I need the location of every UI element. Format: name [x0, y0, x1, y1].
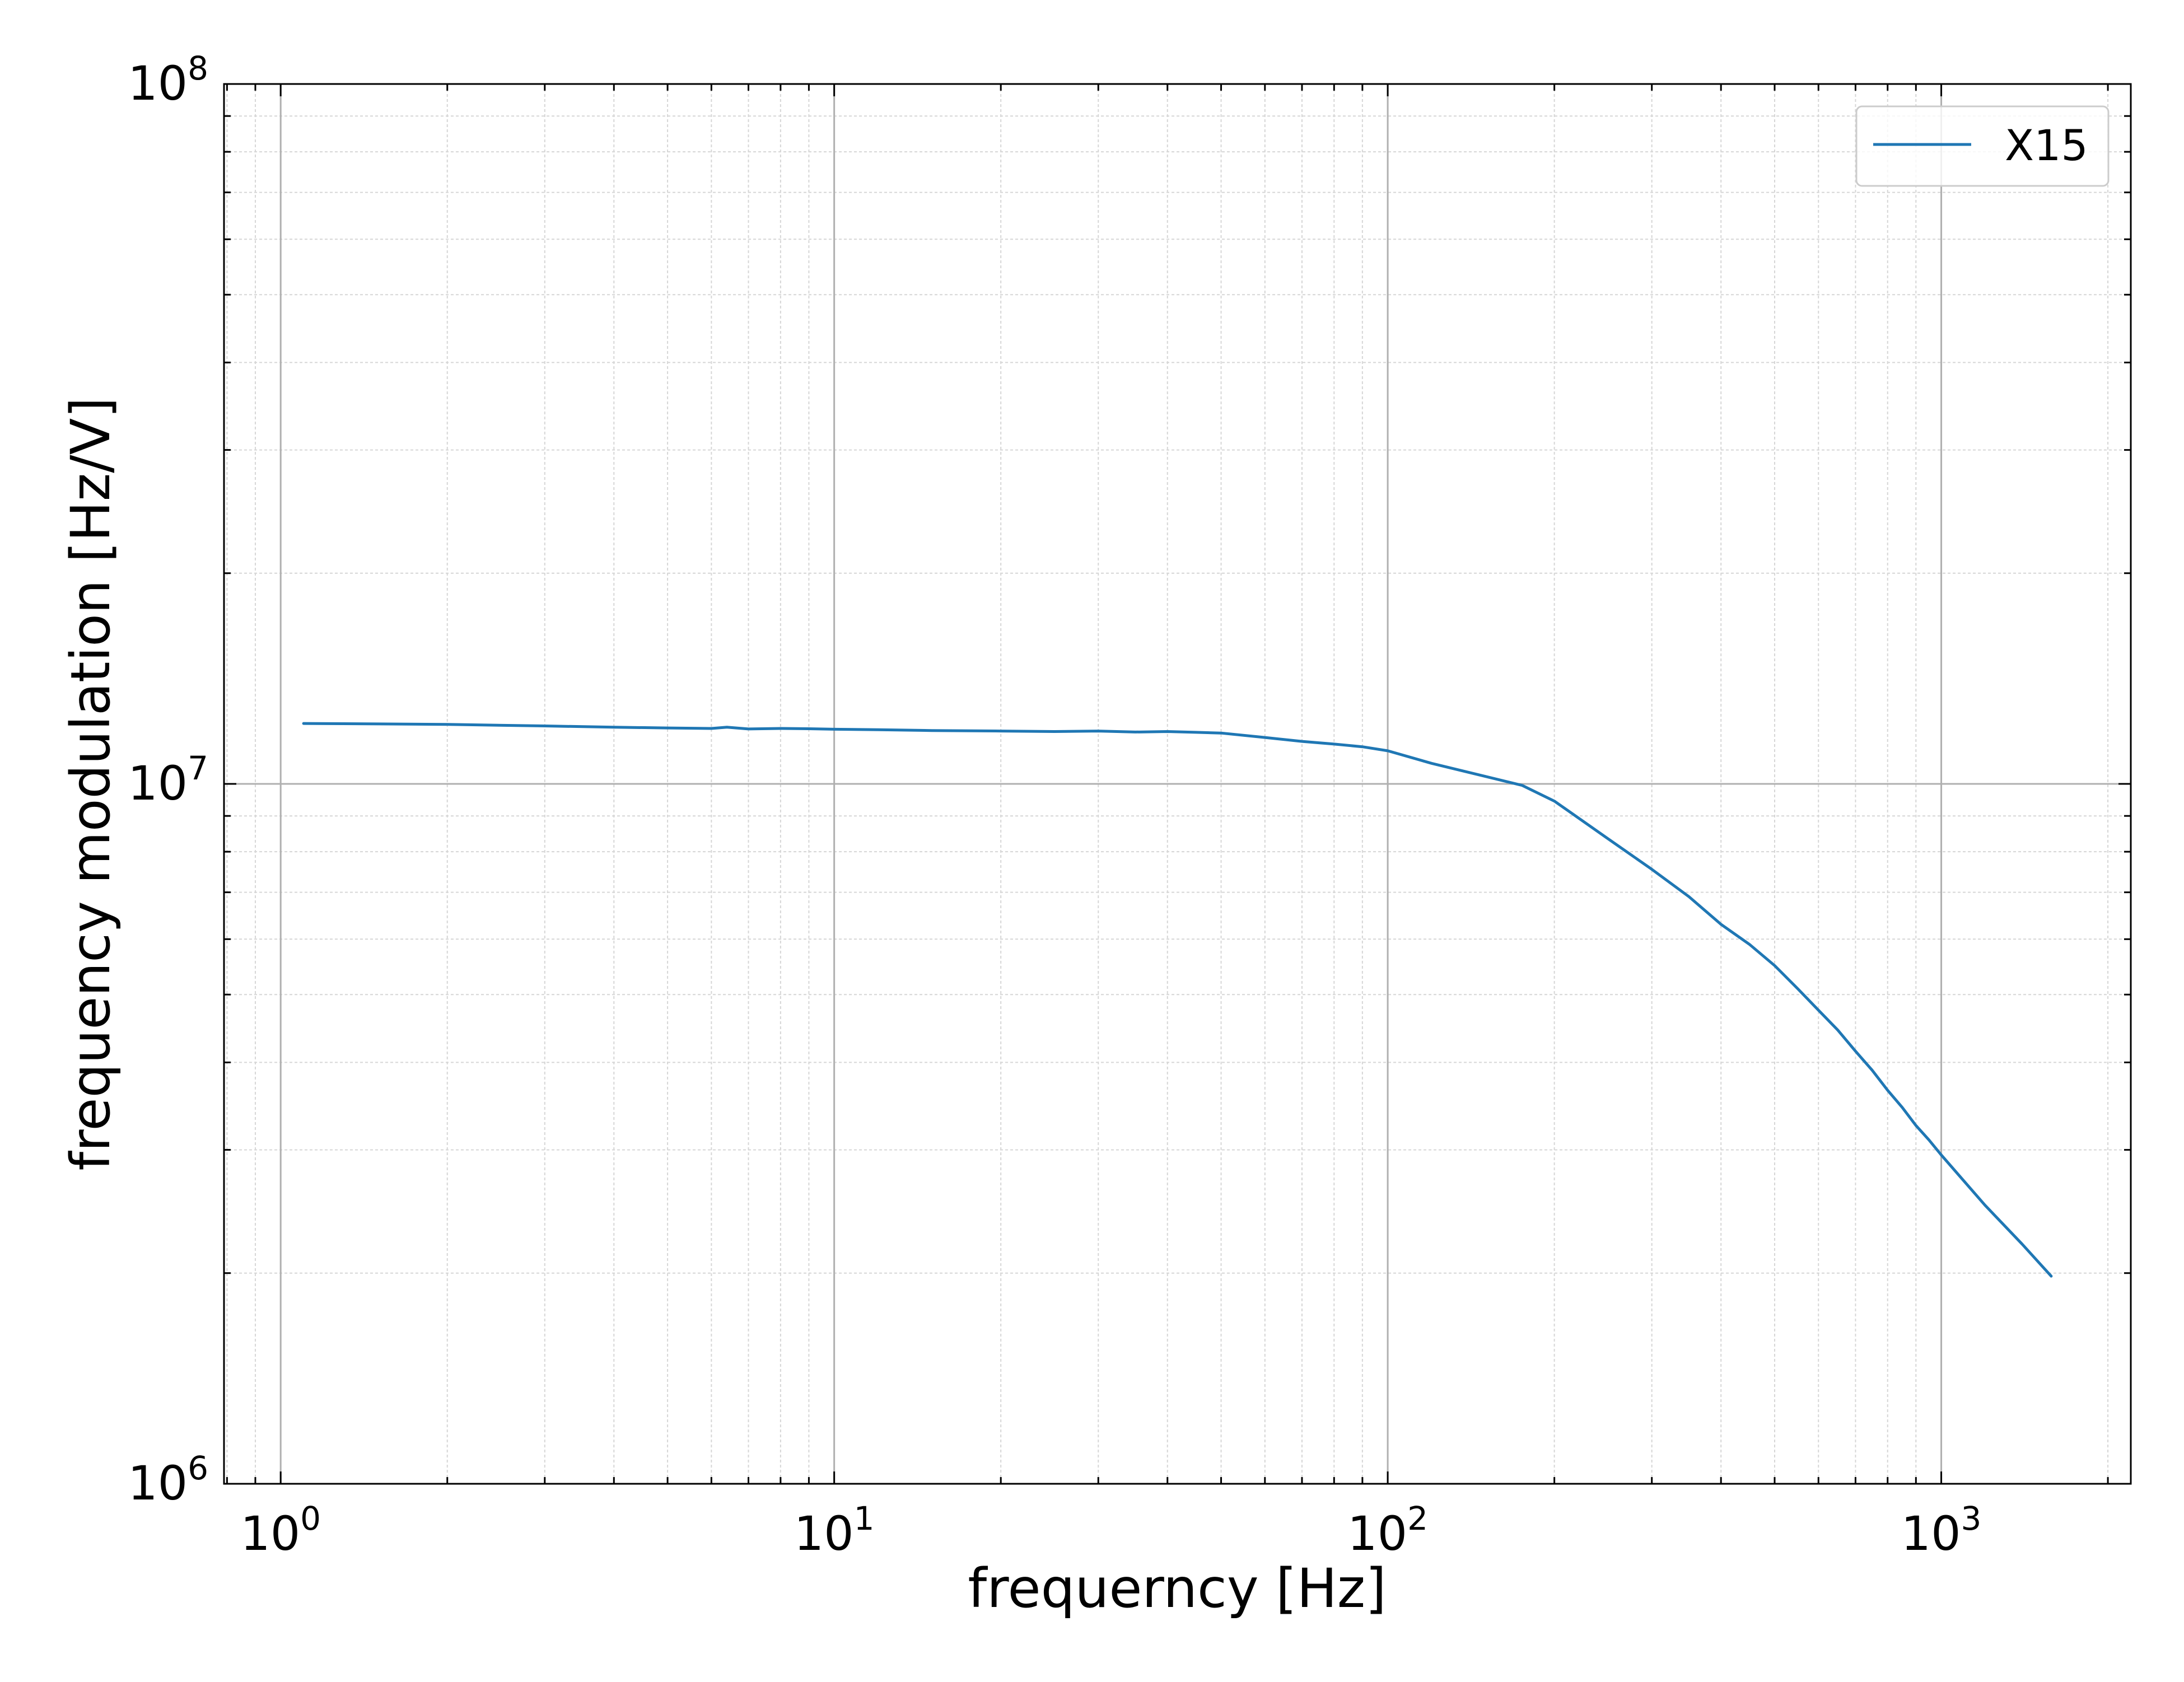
legend-box — [1855, 105, 2110, 187]
legend: X15 — [1855, 105, 2110, 187]
x-tick-label: 103 — [1901, 1499, 1982, 1561]
x-axis-label: frequerncy [Hz] — [968, 1557, 1386, 1620]
minor-grid — [224, 84, 2131, 1484]
y-axis-label: frequency modulation [Hz/V] — [59, 397, 122, 1170]
series-line-x15 — [302, 722, 2053, 1278]
legend-label-x15: X15 — [2005, 120, 2088, 170]
series-layer — [302, 722, 2053, 1278]
ticks-layer — [224, 83, 2131, 1485]
